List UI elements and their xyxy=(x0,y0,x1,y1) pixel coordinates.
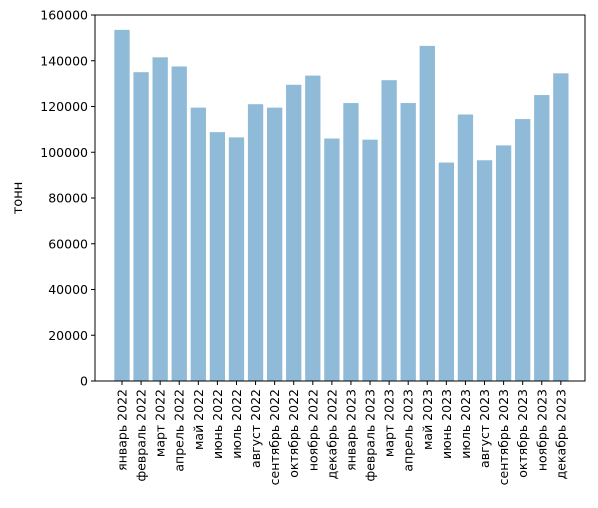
x-tick-label: май 2023 xyxy=(420,389,435,450)
x-tick-label: июль 2023 xyxy=(458,389,473,459)
x-tick-label: апрель 2022 xyxy=(172,389,187,472)
x-tick-label: январь 2023 xyxy=(343,389,358,471)
bar xyxy=(553,73,569,381)
bar xyxy=(476,160,493,381)
x-tick-label: июнь 2022 xyxy=(210,389,225,459)
x-tick-label: июль 2022 xyxy=(229,389,244,459)
y-tick-label: 80000 xyxy=(48,191,88,206)
x-tick-label: март 2023 xyxy=(382,389,397,457)
x-tick-label: декабрь 2023 xyxy=(553,389,568,479)
bar xyxy=(247,104,264,382)
y-tick-label: 0 xyxy=(80,374,88,389)
x-axis: январь 2022 февраль 2022 март 2022 апрель 2… xyxy=(115,381,568,485)
bar xyxy=(305,75,321,382)
bar xyxy=(515,119,531,381)
x-tick-label: октябрь 2023 xyxy=(515,389,530,478)
bar xyxy=(286,84,302,382)
bar xyxy=(133,72,149,381)
bar xyxy=(171,66,187,381)
bar xyxy=(495,145,512,381)
bar xyxy=(190,107,206,381)
x-tick-label: январь 2022 xyxy=(115,389,130,471)
bar xyxy=(457,114,474,381)
x-tick-label: ноябрь 2022 xyxy=(305,389,320,471)
y-tick-label: 160000 xyxy=(40,8,88,23)
x-tick-label: апрель 2023 xyxy=(401,389,416,472)
bar xyxy=(343,103,359,381)
bar xyxy=(534,95,550,381)
bar xyxy=(114,29,130,382)
bar xyxy=(266,107,283,381)
y-tick-label: 140000 xyxy=(40,53,88,68)
x-tick-label: май 2022 xyxy=(191,389,206,450)
y-axis: 0 20000 40000 60000 80000 100000 120000 140000 1… xyxy=(40,8,95,389)
x-tick-label: июнь 2023 xyxy=(439,389,454,459)
x-tick-label: сентябрь 2022 xyxy=(267,389,282,485)
y-tick-label: 40000 xyxy=(48,282,88,297)
y-tick-label: 100000 xyxy=(40,145,88,160)
bar xyxy=(400,103,416,381)
bar xyxy=(438,162,455,381)
plot-frame xyxy=(94,14,586,382)
x-tick-label: март 2022 xyxy=(153,389,168,457)
y-tick-label: 20000 xyxy=(48,328,88,343)
x-tick-label: октябрь 2022 xyxy=(286,389,301,478)
x-tick-label: ноябрь 2023 xyxy=(534,389,549,471)
bar xyxy=(419,45,435,381)
x-tick-label: сентябрь 2023 xyxy=(496,389,511,485)
bar xyxy=(228,137,245,381)
x-tick-label: август 2022 xyxy=(248,389,263,468)
bar xyxy=(324,138,340,381)
x-tick-label: февраль 2022 xyxy=(134,389,149,481)
y-tick-label: 60000 xyxy=(48,236,88,251)
y-axis-label: тонн xyxy=(11,182,26,215)
x-tick-label: август 2023 xyxy=(477,389,492,468)
bars-layer xyxy=(114,29,569,382)
x-tick-label: декабрь 2022 xyxy=(324,389,339,479)
x-tick-label: февраль 2023 xyxy=(363,389,378,481)
bar xyxy=(362,139,378,381)
bar xyxy=(209,132,226,381)
bar xyxy=(152,57,168,381)
bar xyxy=(381,80,397,381)
y-tick-label: 120000 xyxy=(40,99,88,114)
